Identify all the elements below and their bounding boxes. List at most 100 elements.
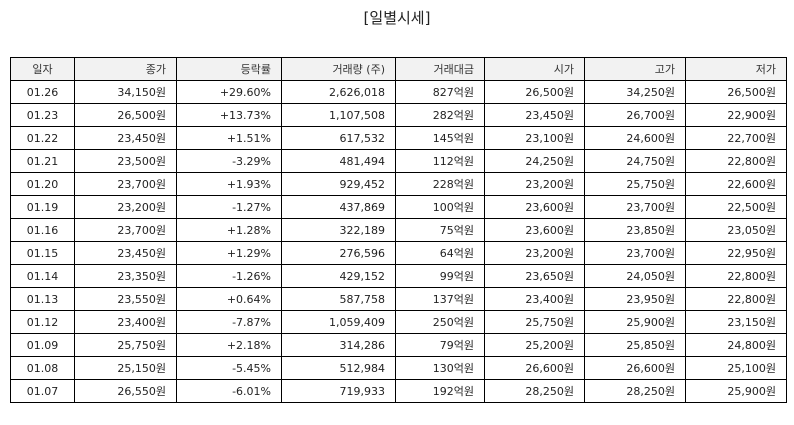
cell-open: 26,600원 [485,357,585,380]
cell-change: -3.29% [177,150,282,173]
table-row: 01.22 23,450원 +1.51% 617,532 145억원 23,100원 24,… [11,127,787,150]
cell-open: 23,450원 [485,104,585,127]
table-row: 01.20 23,700원 +1.93% 929,452 228억원 23,200원 25,… [11,173,787,196]
cell-close: 25,750원 [75,334,177,357]
cell-close: 23,200원 [75,196,177,219]
cell-amount: 282억원 [396,104,485,127]
cell-amount: 130억원 [396,357,485,380]
cell-amount: 145억원 [396,127,485,150]
table-row: 01.26 34,150원 +29.60% 2,626,018 827억원 26,500원… [11,81,787,104]
cell-high: 26,700원 [585,104,686,127]
cell-change: +13.73% [177,104,282,127]
cell-high: 23,950원 [585,288,686,311]
cell-amount: 827억원 [396,81,485,104]
table-row: 01.12 23,400원 -7.87% 1,059,409 250억원 25,750원 2… [11,311,787,334]
table-header-row: 일자 종가 등락률 거래량 (주) 거래대금 시가 고가 저가 [11,58,787,81]
cell-high: 25,900원 [585,311,686,334]
cell-date: 01.07 [11,380,75,403]
cell-open: 23,600원 [485,219,585,242]
cell-date: 01.26 [11,81,75,104]
cell-close: 23,700원 [75,173,177,196]
cell-date: 01.22 [11,127,75,150]
cell-volume: 314,286 [282,334,396,357]
cell-high: 25,850원 [585,334,686,357]
header-close: 종가 [75,58,177,81]
cell-date: 01.20 [11,173,75,196]
cell-high: 24,050원 [585,265,686,288]
header-amount: 거래대금 [396,58,485,81]
cell-date: 01.13 [11,288,75,311]
cell-open: 25,750원 [485,311,585,334]
cell-amount: 64억원 [396,242,485,265]
cell-change: +29.60% [177,81,282,104]
cell-volume: 429,152 [282,265,396,288]
cell-volume: 719,933 [282,380,396,403]
cell-low: 22,600원 [686,173,787,196]
header-low: 저가 [686,58,787,81]
header-date: 일자 [11,58,75,81]
cell-volume: 929,452 [282,173,396,196]
cell-open: 23,400원 [485,288,585,311]
cell-date: 01.15 [11,242,75,265]
cell-low: 25,900원 [686,380,787,403]
header-change: 등락률 [177,58,282,81]
cell-volume: 481,494 [282,150,396,173]
table-body: 01.26 34,150원 +29.60% 2,626,018 827억원 26,500원… [11,81,787,403]
cell-change: -7.87% [177,311,282,334]
cell-volume: 512,984 [282,357,396,380]
cell-date: 01.19 [11,196,75,219]
cell-low: 22,900원 [686,104,787,127]
cell-low: 22,800원 [686,265,787,288]
cell-amount: 75억원 [396,219,485,242]
cell-volume: 437,869 [282,196,396,219]
cell-high: 25,750원 [585,173,686,196]
table-row: 01.08 25,150원 -5.45% 512,984 130억원 26,600원 26,… [11,357,787,380]
cell-high: 24,600원 [585,127,686,150]
cell-open: 26,500원 [485,81,585,104]
header-open: 시가 [485,58,585,81]
cell-change: -1.27% [177,196,282,219]
cell-volume: 2,626,018 [282,81,396,104]
cell-high: 28,250원 [585,380,686,403]
cell-volume: 322,189 [282,219,396,242]
cell-amount: 228억원 [396,173,485,196]
cell-high: 24,750원 [585,150,686,173]
cell-open: 24,250원 [485,150,585,173]
cell-change: +1.51% [177,127,282,150]
cell-high: 23,850원 [585,219,686,242]
cell-amount: 112억원 [396,150,485,173]
cell-date: 01.16 [11,219,75,242]
cell-volume: 617,532 [282,127,396,150]
cell-open: 25,200원 [485,334,585,357]
cell-close: 23,450원 [75,242,177,265]
cell-change: +1.28% [177,219,282,242]
cell-high: 23,700원 [585,242,686,265]
cell-change: -5.45% [177,357,282,380]
cell-change: -1.26% [177,265,282,288]
cell-open: 23,200원 [485,242,585,265]
cell-open: 28,250원 [485,380,585,403]
cell-amount: 79억원 [396,334,485,357]
header-high: 고가 [585,58,686,81]
cell-date: 01.23 [11,104,75,127]
table-row: 01.07 26,550원 -6.01% 719,933 192억원 28,250원 28,… [11,380,787,403]
cell-close: 34,150원 [75,81,177,104]
cell-date: 01.12 [11,311,75,334]
cell-low: 22,950원 [686,242,787,265]
cell-low: 22,700원 [686,127,787,150]
table-row: 01.09 25,750원 +2.18% 314,286 79억원 25,200원 25,8… [11,334,787,357]
cell-high: 26,600원 [585,357,686,380]
cell-low: 25,100원 [686,357,787,380]
cell-open: 23,200원 [485,173,585,196]
cell-volume: 1,059,409 [282,311,396,334]
cell-amount: 99억원 [396,265,485,288]
cell-close: 23,550원 [75,288,177,311]
table-row: 01.16 23,700원 +1.28% 322,189 75억원 23,600원 23,8… [11,219,787,242]
cell-change: +1.93% [177,173,282,196]
cell-close: 26,550원 [75,380,177,403]
cell-close: 23,450원 [75,127,177,150]
cell-amount: 192억원 [396,380,485,403]
cell-low: 24,800원 [686,334,787,357]
cell-close: 23,700원 [75,219,177,242]
cell-close: 26,500원 [75,104,177,127]
